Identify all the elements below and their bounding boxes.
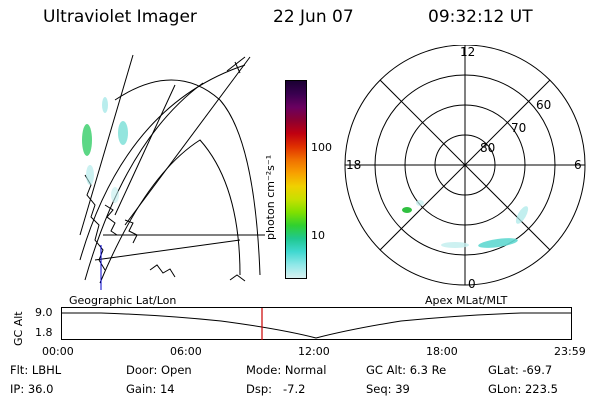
time-tick-0000: 00:00 <box>42 345 74 358</box>
meridian-line <box>124 56 251 226</box>
colorbar-gradient <box>286 81 306 278</box>
lat-label-70: 70 <box>511 121 526 135</box>
mlt-label-18: 18 <box>346 158 361 172</box>
lat-label-60: 60 <box>536 98 551 112</box>
meridian-line <box>79 54 134 236</box>
meridian-line <box>226 56 246 74</box>
geo-panel-label: Geographic Lat/Lon <box>69 294 177 307</box>
time-tick-1800: 18:00 <box>426 345 458 358</box>
altitude-curve <box>62 312 571 339</box>
aurora-emission <box>402 200 529 248</box>
info-filter: Flt: LBHL <box>10 363 62 377</box>
latitude-arc <box>114 79 261 276</box>
aurora-emission <box>82 97 128 203</box>
altitude-ytick-min: 1.8 <box>35 326 53 339</box>
info-dsp: Dsp: -7.2 <box>246 382 306 396</box>
latitude-arc <box>79 64 246 261</box>
info-glat: GLat: -69.7 <box>488 363 553 377</box>
colorbar-tick-10: 10 <box>311 229 325 242</box>
time-tick-1200: 12:00 <box>298 345 330 358</box>
info-door: Door: Open <box>126 363 192 377</box>
lat-label-80: 80 <box>480 141 495 155</box>
time-tick-2359: 23:59 <box>554 345 586 358</box>
geographic-map <box>79 54 265 290</box>
info-ip: IP: 36.0 <box>10 382 54 396</box>
polar-panel-label: Apex MLat/MLT <box>425 294 508 307</box>
mlt-label-0: 0 <box>468 277 476 291</box>
header-time: 09:32:12 UT <box>428 7 533 27</box>
parallel-line <box>94 239 241 261</box>
altitude-plot <box>61 307 572 340</box>
info-gc-alt: GC Alt: 6.3 Re <box>366 363 447 377</box>
mlt-label-12: 12 <box>460 45 475 59</box>
altitude-axis-label: GC Alt <box>12 311 25 346</box>
coastline <box>84 174 246 282</box>
latitude-arc <box>84 82 204 281</box>
time-tick-0600: 06:00 <box>170 345 202 358</box>
colorbar <box>285 80 307 279</box>
latitude-arc <box>99 139 241 284</box>
colorbar-unit-label: photon cm⁻²s⁻¹ <box>264 154 277 240</box>
colorbar-tick-100: 100 <box>311 141 332 154</box>
info-gain: Gain: 14 <box>126 382 175 396</box>
mlt-label-6: 6 <box>574 158 582 172</box>
header-date: 22 Jun 07 <box>273 7 354 27</box>
mlt-line-diagonal <box>379 79 551 251</box>
altitude-plot-frame <box>61 307 572 340</box>
info-seq: Seq: 39 <box>366 382 410 396</box>
info-glon: GLon: 223.5 <box>488 382 558 396</box>
polar-mlat-mlt-plot: 12 18 6 0 60 70 80 <box>344 45 586 291</box>
meridian-line <box>114 84 176 216</box>
info-mode: Mode: Normal <box>246 363 327 377</box>
altitude-ytick-max: 9.0 <box>35 306 53 319</box>
app-title: Ultraviolet Imager <box>43 7 197 27</box>
